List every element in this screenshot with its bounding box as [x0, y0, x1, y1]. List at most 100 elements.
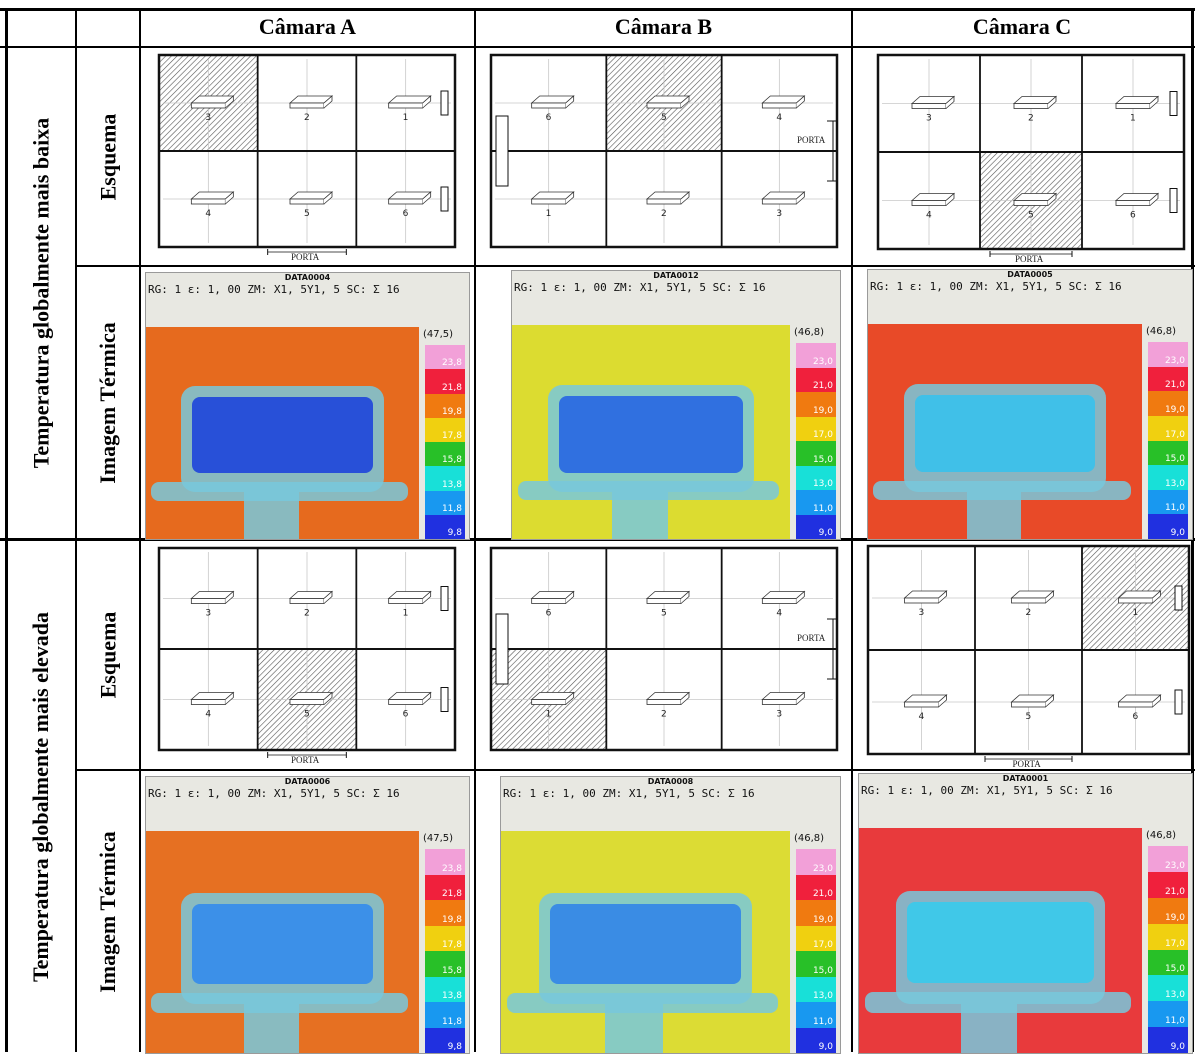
scale-label: 9,0 [1171, 1042, 1185, 1052]
scale-label: 23,0 [813, 864, 833, 874]
group-label-high: Temperatura globalmente mais elevada [8, 541, 75, 1052]
door-label: PORTA [291, 252, 320, 261]
scale-step: 23,8 [425, 345, 465, 369]
tray-icon [762, 96, 804, 108]
scale-step: 15,0 [1148, 950, 1188, 976]
tray-number: 1 [403, 113, 409, 123]
tray-icon [912, 194, 954, 206]
evaporator-unit [1175, 586, 1182, 610]
tray-icon [290, 192, 332, 204]
tray-number: 3 [205, 113, 211, 123]
tray-number: 3 [926, 114, 932, 124]
scale-label: 21,0 [1165, 380, 1185, 390]
tray-icon [532, 96, 574, 108]
evaporator-unit [1170, 92, 1177, 116]
tray-number: 3 [205, 609, 211, 619]
header-divider [0, 46, 1195, 48]
scale-step: 11,8 [425, 491, 465, 515]
tray-number: 2 [304, 113, 310, 123]
tray-number: 5 [1026, 712, 1032, 722]
tray-icon [762, 693, 804, 705]
tray-icon [191, 592, 233, 604]
thermal-field [512, 325, 790, 539]
tray-icon [647, 693, 689, 705]
scale-label: 21,8 [442, 383, 462, 393]
scale-label: 13,0 [1165, 990, 1185, 1000]
image-parameters: RG: 1 ε: 1, 00 ZM: X1, 5Y1, 5 SC: Σ 16 [861, 784, 1113, 797]
scale-label: 11,0 [1165, 1016, 1185, 1026]
evaporator-unit [441, 688, 448, 712]
evaporator-unit [441, 187, 448, 211]
scale-step: 15,8 [425, 442, 465, 466]
scale-label: 17,0 [813, 430, 833, 440]
evaporator-unit [1170, 189, 1177, 213]
thermal-image-high-b: DATA0008 RG: 1 ε: 1, 00 ZM: X1, 5Y1, 5 SC… [500, 776, 841, 1054]
row-label-thermal: Imagem Térmica [77, 267, 139, 538]
door-label: PORTA [797, 135, 826, 145]
scale-label: 19,8 [442, 915, 462, 925]
scale-max: (46,8) [1146, 830, 1176, 841]
scheme-low-c: 3 2 1 4 5 6 PORTA [876, 53, 1186, 263]
scale-label: 11,0 [813, 504, 833, 514]
tray-icon [647, 192, 689, 204]
thermal-field [501, 831, 790, 1053]
scale-step: 21,0 [1148, 872, 1188, 898]
scale-step: 15,0 [796, 951, 836, 977]
scale-label: 13,0 [1165, 479, 1185, 489]
tray-icon [191, 693, 233, 705]
tray-number: 4 [205, 710, 211, 720]
scale-label: 19,0 [1165, 405, 1185, 415]
thermal-field [146, 831, 419, 1053]
tray-number: 5 [1028, 211, 1034, 221]
scale-step: 17,0 [1148, 416, 1188, 441]
scale-label: 15,0 [813, 966, 833, 976]
door-label: PORTA [291, 755, 320, 764]
scale-step: 13,0 [796, 466, 836, 491]
image-id: DATA0004 [146, 273, 469, 282]
tray-icon [1012, 591, 1054, 603]
scheme-high-c: 3 2 1 4 5 6 PORTA [866, 544, 1191, 768]
scale-label: 13,0 [813, 479, 833, 489]
tray-number: 1 [546, 209, 552, 219]
group-label-low: Temperatura globalmente mais baixa [8, 48, 75, 538]
scale-label: 19,8 [442, 407, 462, 417]
scale-label: 11,0 [813, 1017, 833, 1027]
scale-step: 11,0 [796, 490, 836, 515]
scale-label: 19,0 [1165, 913, 1185, 923]
tray-icon [532, 693, 574, 705]
scale-label: 13,8 [442, 991, 462, 1001]
scale-label: 15,8 [442, 455, 462, 465]
tray-number: 4 [919, 712, 925, 722]
scale-label: 9,8 [448, 528, 462, 538]
tray-number: 1 [546, 710, 552, 720]
tray-number: 5 [661, 609, 667, 619]
tray-icon [191, 96, 233, 108]
image-id: DATA0006 [146, 777, 469, 786]
door-label: PORTA [1015, 254, 1044, 263]
tray-icon [912, 97, 954, 109]
scale-label: 17,8 [442, 940, 462, 950]
tray-number: 1 [1130, 114, 1136, 124]
scale-step: 11,0 [1148, 1001, 1188, 1027]
tray-number: 3 [919, 608, 925, 618]
tray-icon [647, 96, 689, 108]
scale-step: 21,0 [796, 368, 836, 393]
scale-step: 19,8 [425, 394, 465, 418]
scale-step: 15,0 [1148, 441, 1188, 466]
scale-step: 21,8 [425, 369, 465, 393]
scheme-high-b: 6 5 4 1 2 3 PORTA [489, 546, 839, 764]
evaporator-unit [441, 91, 448, 115]
image-parameters: RG: 1 ε: 1, 00 ZM: X1, 5Y1, 5 SC: Σ 16 [514, 281, 766, 294]
evaporator-unit [441, 587, 448, 611]
row-label-scheme: Esquema [77, 541, 139, 769]
tray-number: 6 [403, 209, 409, 219]
scale-step: 13,8 [425, 466, 465, 490]
tray-number: 1 [403, 609, 409, 619]
scale-step: 17,8 [425, 418, 465, 442]
evaporator-unit [1175, 690, 1182, 714]
tray-number: 2 [661, 209, 667, 219]
scale-step: 9,0 [1148, 514, 1188, 539]
scale-step: 11,0 [1148, 490, 1188, 515]
scale-label: 19,0 [813, 915, 833, 925]
